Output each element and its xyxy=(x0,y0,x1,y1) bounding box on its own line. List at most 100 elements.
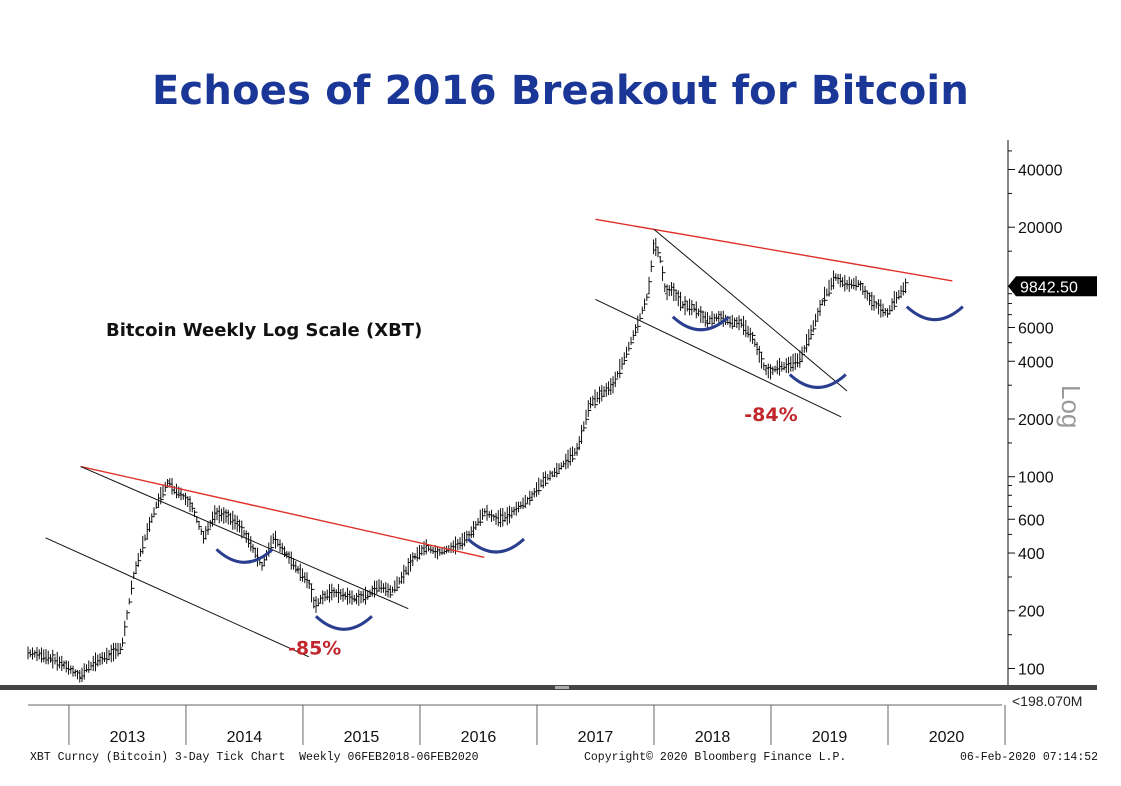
bottom-arc xyxy=(788,373,847,389)
price-point xyxy=(694,308,696,310)
price-point xyxy=(74,672,76,674)
price-point xyxy=(507,515,509,518)
price-point xyxy=(881,309,883,311)
price-point xyxy=(729,321,731,323)
footer-copyright: Copyright© 2020 Bloomberg Finance L.P. xyxy=(584,751,847,764)
price-point xyxy=(682,305,684,307)
price-point xyxy=(472,530,474,532)
price-point xyxy=(167,480,170,482)
price-point xyxy=(840,281,842,283)
y-tick-label: 2000 xyxy=(1018,412,1054,429)
price-point xyxy=(600,393,602,395)
price-point xyxy=(109,654,111,656)
bottom-arc xyxy=(215,548,274,564)
price-point xyxy=(296,568,298,570)
bottom-arc xyxy=(467,537,526,554)
price-point xyxy=(191,505,193,508)
bitcoin-log-chart: -85% -84% 100 200 400 600 1000 2000 4000 6000 200… xyxy=(0,140,1097,746)
price-point xyxy=(238,524,240,526)
price-point xyxy=(776,367,778,369)
price-point xyxy=(752,338,755,341)
price-point xyxy=(202,537,205,539)
price-point xyxy=(612,384,614,386)
x-tick-label: 2014 xyxy=(227,729,263,746)
price-point xyxy=(706,320,708,322)
price-point xyxy=(770,371,772,373)
bottom-arc xyxy=(671,315,730,332)
price-point xyxy=(308,582,310,584)
price-point xyxy=(390,591,392,593)
price-point xyxy=(589,403,591,405)
price-point xyxy=(319,598,322,600)
price-point xyxy=(893,300,895,303)
price-point xyxy=(460,542,462,544)
last-price-badge xyxy=(1008,276,1097,297)
price-point xyxy=(144,537,146,539)
price-point xyxy=(436,552,439,554)
axis-scale-label: Log xyxy=(1056,385,1086,428)
price-point xyxy=(214,513,216,515)
price-point xyxy=(647,293,649,295)
price-point xyxy=(635,326,638,329)
price-point xyxy=(834,276,836,278)
y-tick-label: 200 xyxy=(1018,604,1045,621)
bottom-arc xyxy=(905,305,964,321)
price-point xyxy=(518,505,521,508)
x-tick-label: 2020 xyxy=(929,729,965,746)
price-point xyxy=(121,647,123,649)
price-point xyxy=(665,293,667,295)
x-tick-label: 2019 xyxy=(812,729,848,746)
y-tick-label: 40000 xyxy=(1018,162,1063,179)
x-tick-label: 2018 xyxy=(695,729,731,746)
y-tick-label: 4000 xyxy=(1018,354,1054,371)
footer-source: XBT Curncy (Bitcoin) 3-Day Tick Chart We… xyxy=(30,751,479,764)
price-point xyxy=(787,364,790,367)
y-tick-label: 6000 xyxy=(1018,320,1054,337)
x-tick-label: 2017 xyxy=(578,729,614,746)
price-point xyxy=(904,285,907,287)
price-point xyxy=(553,472,556,474)
price-point xyxy=(530,496,532,499)
chart-subtitle: Bitcoin Weekly Log Scale (XBT) xyxy=(106,320,423,341)
price-point xyxy=(495,518,497,520)
price-point xyxy=(542,480,544,482)
price-point xyxy=(27,652,29,654)
price-point xyxy=(314,606,316,608)
bottom-arc xyxy=(314,615,373,631)
price-point xyxy=(62,663,64,666)
resistance-line xyxy=(595,218,953,282)
y-tick-label: 20000 xyxy=(1018,220,1063,237)
price-point xyxy=(343,594,345,597)
price-point xyxy=(156,503,158,505)
price-point xyxy=(764,369,766,371)
price-point xyxy=(273,537,275,539)
price-point xyxy=(577,448,579,450)
price-point xyxy=(624,356,626,358)
last-price-label: 9842.50 xyxy=(1020,279,1078,296)
price-point xyxy=(670,288,673,290)
volume-label: <198.070M xyxy=(1012,693,1082,709)
price-point xyxy=(811,329,813,331)
price-point xyxy=(887,312,889,315)
y-tick-label: 100 xyxy=(1018,661,1045,678)
price-point xyxy=(799,358,801,360)
x-tick-label: 2015 xyxy=(344,729,380,746)
drawdown-label: -84% xyxy=(744,404,797,426)
channel-line xyxy=(653,228,848,392)
x-tick-label: 2013 xyxy=(110,729,146,746)
price-point xyxy=(717,316,719,318)
price-point xyxy=(401,576,404,578)
channel-line xyxy=(595,299,842,418)
y-tick-label: 1000 xyxy=(1018,470,1054,487)
price-point xyxy=(483,510,485,512)
y-tick-label: 400 xyxy=(1018,546,1045,563)
price-point xyxy=(80,676,82,678)
channel-line xyxy=(45,537,310,658)
price-point xyxy=(355,598,357,600)
price-point xyxy=(565,460,567,463)
price-point xyxy=(869,299,872,302)
annotations: -85% -84% xyxy=(288,404,798,660)
pane-divider xyxy=(0,685,1097,690)
resistance-line xyxy=(80,465,485,558)
price-point xyxy=(50,658,53,660)
